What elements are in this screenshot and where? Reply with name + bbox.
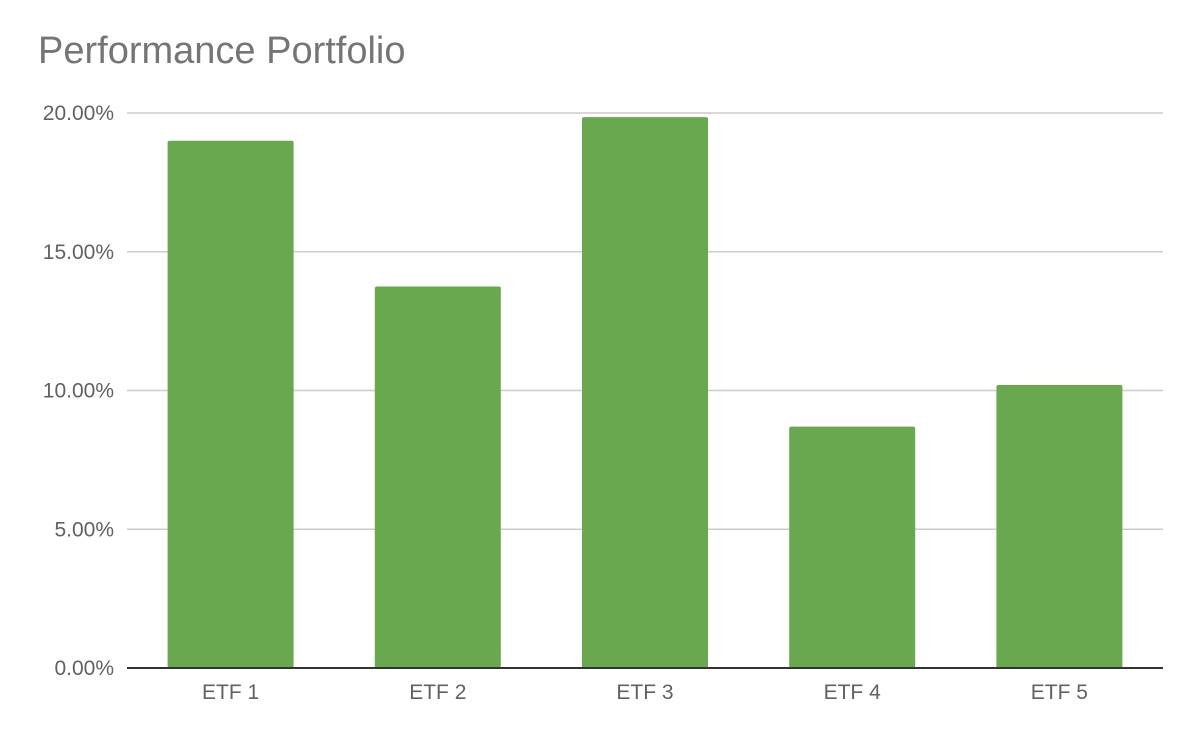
y-tick-label: 15.00%	[43, 241, 114, 264]
y-tick-label: 0.00%	[54, 657, 114, 680]
x-tick-label: ETF 4	[824, 681, 881, 704]
x-tick-label: ETF 5	[1031, 681, 1088, 704]
bar-etf-4	[789, 426, 916, 668]
x-tick-label: ETF 3	[616, 681, 673, 704]
bar-etf-1	[167, 140, 294, 668]
bar-etf-2	[374, 286, 501, 668]
y-tick-label: 5.00%	[54, 518, 114, 541]
y-tick-label: 10.00%	[43, 380, 114, 403]
x-tick-label: ETF 1	[202, 681, 259, 704]
x-tick-label: ETF 2	[409, 681, 466, 704]
bars	[167, 117, 1123, 669]
bar-etf-3	[582, 117, 708, 669]
y-axis-ticks: 0.00% 5.00% 10.00% 15.00% 20.00%	[43, 102, 114, 680]
y-tick-label: 20.00%	[43, 102, 114, 125]
chart-title: Performance Portfolio	[38, 30, 406, 72]
bar-etf-5	[996, 384, 1123, 668]
x-axis-ticks: ETF 1 ETF 2 ETF 3 ETF 4 ETF 5	[202, 681, 1088, 704]
